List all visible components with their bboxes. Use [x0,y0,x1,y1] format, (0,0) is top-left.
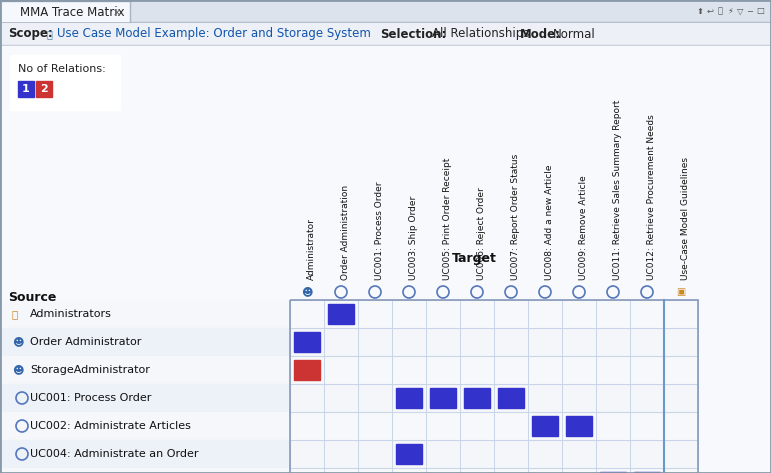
Bar [0,23,771,45]
Text: UC001: Process Order: UC001: Process Order [30,393,151,403]
Bar [1,328,290,356]
Text: ↩: ↩ [706,7,713,16]
Text: UC005: Print Order Receipt: UC005: Print Order Receipt [443,158,452,280]
Text: Target: Target [452,252,497,265]
Text: StorageAdministrator: StorageAdministrator [30,365,150,375]
Bar [0,22,771,23]
Bar [464,388,490,408]
Bar [290,300,698,473]
Text: Use-Case Model Guidelines: Use-Case Model Guidelines [681,157,690,280]
Text: □: □ [756,7,764,16]
Bar [532,416,558,436]
Text: ☻: ☻ [12,337,24,347]
Bar [18,81,34,97]
Text: UC006: Reject Order: UC006: Reject Order [477,187,486,280]
Bar [36,81,52,97]
Text: Use Case Model Example: Order and Storage System: Use Case Model Example: Order and Storag… [57,27,371,41]
Bar [0,1,130,22]
Text: 1: 1 [22,84,30,94]
Bar [430,388,456,408]
Text: Order Administration: Order Administration [341,185,350,280]
Text: MMA Trace Matrix: MMA Trace Matrix [20,7,125,19]
Text: ⚡: ⚡ [727,7,733,16]
Text: UC011: Retrieve Sales Summary Report: UC011: Retrieve Sales Summary Report [613,100,622,280]
Text: Source: Source [8,290,56,304]
Text: Scope:: Scope: [8,27,52,41]
Bar [290,468,698,473]
Bar [0,0,771,22]
Text: Administrators: Administrators [30,309,112,319]
Text: Normal: Normal [553,27,596,41]
Bar [290,300,698,328]
Text: Selection:: Selection: [380,27,446,41]
Text: 🗂: 🗂 [12,309,19,319]
Bar [328,304,354,324]
Bar [566,416,592,436]
Text: Administrator: Administrator [307,218,316,280]
Text: UC008: Add a new Article: UC008: Add a new Article [545,165,554,280]
Text: ▣: ▣ [676,287,685,297]
Bar [1,384,290,412]
Text: UC003: Ship Order: UC003: Ship Order [409,196,418,280]
Text: UC007: Report Order Status: UC007: Report Order Status [511,154,520,280]
Bar [294,360,320,380]
Bar [0,45,771,46]
Bar [498,388,524,408]
Bar [396,388,422,408]
Text: ─: ─ [748,7,752,16]
Bar [290,384,698,412]
Bar [290,440,698,468]
Text: UC002: Administrate Articles: UC002: Administrate Articles [30,421,191,431]
Text: UC001: Process Order: UC001: Process Order [375,182,384,280]
Bar [634,472,660,473]
Text: All Relationships: All Relationships [432,27,530,41]
Text: ⬆: ⬆ [696,7,703,16]
Text: 2: 2 [40,84,48,94]
Text: ☻: ☻ [301,287,313,297]
Bar [1,440,290,468]
Bar [290,412,698,440]
Text: ✕: ✕ [113,8,121,18]
Bar [290,328,698,356]
Bar [1,412,290,440]
Text: No of Relations:: No of Relations: [18,64,106,74]
Bar [294,332,320,352]
Text: Order Administrator: Order Administrator [30,337,141,347]
Bar [1,300,290,328]
Text: UC004: Administrate an Order: UC004: Administrate an Order [30,449,198,459]
Text: ☻: ☻ [12,365,24,375]
Text: Mode:: Mode: [520,27,561,41]
Bar [10,55,120,110]
Bar [600,472,626,473]
Bar [1,468,290,473]
Text: 🗂: 🗂 [47,29,53,39]
Text: UC009: Remove Article: UC009: Remove Article [579,175,588,280]
Text: UC012: Retrieve Procurement Needs: UC012: Retrieve Procurement Needs [647,114,656,280]
Text: ▽: ▽ [737,7,743,16]
Bar [396,444,422,464]
Bar [290,356,698,384]
Text: 🔰: 🔰 [718,7,722,16]
Bar [1,356,290,384]
